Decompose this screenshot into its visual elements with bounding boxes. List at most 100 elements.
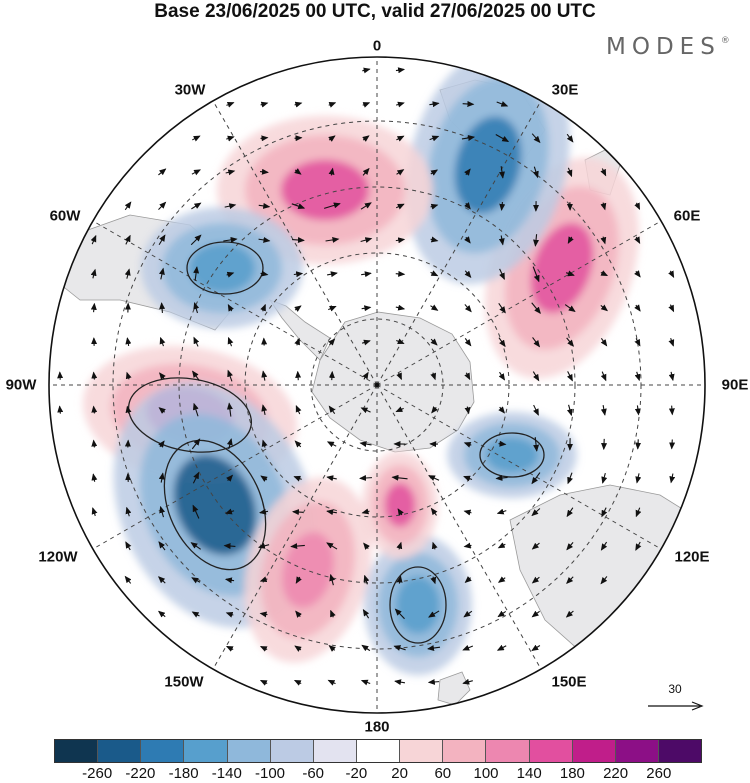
- wind-vector-arrow: [293, 475, 302, 482]
- colorbar-tick-label: 20: [391, 765, 408, 782]
- wind-vector-arrow: [191, 577, 201, 584]
- wind-vector-arrow: [499, 268, 505, 280]
- wind-vector-arrow: [496, 644, 507, 651]
- wind-vector-arrow: [226, 402, 233, 417]
- wind-vector-arrow: [191, 438, 201, 450]
- colorbar-swatch: [270, 740, 314, 762]
- wind-vector-arrow: [429, 135, 440, 142]
- wind-vector-arrow: [463, 542, 472, 549]
- wind-vector-arrow: [361, 339, 371, 346]
- wind-vector-arrow: [395, 203, 405, 210]
- wind-vector-arrow: [396, 372, 402, 381]
- wind-vector-arrow: [463, 509, 472, 516]
- wind-vector-arrow: [395, 304, 406, 311]
- wind-vector-arrow: [495, 134, 510, 142]
- wind-vector-arrow: [464, 236, 471, 244]
- wind-vector-arrow: [57, 405, 64, 414]
- meridian-line: [376, 384, 542, 670]
- wind-vector-arrow: [325, 236, 340, 243]
- wind-vector-arrow: [567, 236, 574, 244]
- wind-vector-arrow: [600, 576, 608, 585]
- wind-vectors: [57, 67, 676, 686]
- negative-anomaly-area: [173, 454, 257, 556]
- colorbar-swatch: [443, 740, 487, 762]
- south-pole-marker: [374, 382, 380, 388]
- lon-label-120e: 120E: [674, 548, 710, 566]
- colorbar: [54, 739, 702, 763]
- wind-vector-arrow: [668, 270, 675, 278]
- wind-vector-arrow: [430, 372, 437, 381]
- wind-vector-arrow: [464, 270, 472, 278]
- wind-vector-arrow: [225, 508, 235, 515]
- wind-vector-arrow: [159, 372, 166, 380]
- wind-vector-arrow: [496, 101, 509, 107]
- wind-vector-arrow: [290, 543, 305, 550]
- lon-label-90e: 90E: [721, 376, 749, 394]
- wind-vector-arrow: [497, 542, 506, 549]
- wind-vector-arrow: [566, 371, 573, 382]
- wind-vector-arrow: [600, 405, 607, 416]
- colorbar-tick-label: -100: [254, 765, 286, 782]
- wind-vector-arrow: [498, 302, 506, 314]
- wind-vector-arrow: [395, 67, 406, 74]
- wind-vector-arrow: [328, 645, 336, 652]
- wind-vector-arrow: [260, 475, 268, 482]
- wind-vector-arrow: [294, 337, 300, 346]
- wind-vector-arrow: [226, 474, 234, 482]
- colorbar-swatch: [141, 740, 185, 762]
- wind-vector-arrow: [323, 202, 341, 209]
- latitude-circle: [178, 186, 576, 584]
- wind-vector-arrow: [158, 576, 166, 584]
- wind-vector-arrow: [533, 234, 539, 247]
- wind-vector-arrow: [261, 404, 268, 415]
- colorbar-tick-label: -140: [211, 765, 242, 782]
- wind-vector-arrow: [257, 542, 270, 549]
- wind-vector-arrow: [291, 509, 304, 516]
- wind-vector-arrow: [464, 372, 471, 381]
- wind-vector-arrow: [394, 679, 406, 686]
- wind-vector-arrow: [635, 541, 642, 551]
- wind-vector-arrow: [498, 337, 506, 348]
- wind-vector-arrow: [497, 576, 506, 583]
- wind-vector-arrow: [294, 305, 302, 312]
- wind-vector-arrow: [159, 336, 166, 347]
- wind-vector-arrow: [567, 472, 573, 485]
- wind-vector-arrow: [91, 439, 98, 448]
- wind-vector-arrow: [464, 202, 471, 210]
- wind-vector-arrow: [463, 475, 473, 482]
- contour-line: [186, 241, 264, 295]
- new-zealand-landmass: [437, 671, 471, 706]
- colorbar-tick-label: -180: [168, 765, 199, 782]
- wind-vector-arrow: [498, 371, 506, 381]
- wind-vector-arrow: [124, 201, 132, 211]
- wind-vector-arrow: [360, 679, 371, 686]
- wind-vector-arrow: [495, 474, 508, 481]
- meridian-line: [92, 384, 378, 550]
- lon-label-60w: 60W: [49, 207, 81, 225]
- wind-vector-arrow: [565, 610, 574, 618]
- wind-vector-arrow: [261, 439, 268, 448]
- wind-vector-arrow: [293, 679, 302, 686]
- wind-vector-arrow: [531, 133, 541, 144]
- map-boundary: [48, 56, 706, 714]
- wind-vector-arrow: [159, 302, 166, 313]
- wind-vector-arrow: [192, 471, 200, 484]
- wind-vector-arrow: [158, 201, 167, 211]
- positive-anomaly-area: [281, 159, 369, 221]
- wind-vector-arrow: [260, 168, 269, 175]
- wind-vector-arrow: [635, 507, 642, 518]
- contour-line: [127, 377, 253, 453]
- negative-anomaly-area: [396, 576, 440, 634]
- wind-vector-arrow: [224, 577, 235, 584]
- wind-vector-arrow: [327, 271, 338, 278]
- wind-vector-arrow: [223, 543, 236, 550]
- lon-label-0: 0: [372, 37, 382, 55]
- wind-vector-arrow: [259, 508, 269, 515]
- wind-vector-arrow: [462, 100, 475, 107]
- wind-vector-arrow: [395, 101, 405, 108]
- wind-vector-arrow: [225, 169, 236, 176]
- wind-vector-arrow: [328, 370, 335, 381]
- wind-vector-arrow: [566, 542, 574, 551]
- wind-vector-arrow: [328, 135, 336, 142]
- wind-vector-arrow: [600, 168, 607, 177]
